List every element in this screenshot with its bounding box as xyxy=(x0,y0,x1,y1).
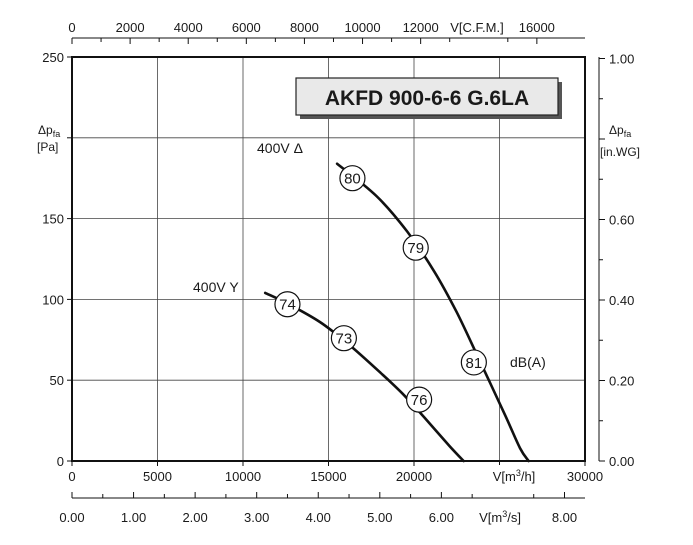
bottom-axis2-ticks: 0.00 1.00 2.00 3.00 4.00 5.00 6.00 8.00 xyxy=(59,492,577,525)
right-tick-label-2: 0.40 xyxy=(609,293,634,308)
series-line-0 xyxy=(335,162,530,463)
x-tick-label-1: 5000 xyxy=(143,469,172,484)
series-label-y: 400V Y xyxy=(193,279,239,295)
top-axis-label: V[C.F.M.] xyxy=(450,20,503,35)
bottom-axis2-label-b: /s] xyxy=(507,510,521,525)
bottom2-tick-label-5: 5.00 xyxy=(367,510,392,525)
y-tick-label-1: 50 xyxy=(50,373,64,388)
db-marker-circle-1-1 xyxy=(330,325,357,352)
y-tick-label-2: 100 xyxy=(42,292,64,307)
right-axis-ticks: 0.00 0.20 0.40 0.60 1.00 xyxy=(599,51,634,469)
db-marker-label-1-0: 74 xyxy=(279,297,296,314)
chart-title: AKFD 900-6-6 G.6LA xyxy=(325,87,529,110)
x-tick-label-6: 30000 xyxy=(567,469,603,484)
right-axis-unit: [in.WG] xyxy=(600,145,640,159)
right-tick-label-0: 0.00 xyxy=(609,454,634,469)
y-axis-ticks: 0 50 100 150 250 xyxy=(42,50,72,469)
db-marker-circle-0-2 xyxy=(460,349,487,376)
bottom2-tick-label-2: 2.00 xyxy=(182,510,207,525)
bottom2-tick-label-0: 0.00 xyxy=(59,510,84,525)
top-tick-label-2: 4000 xyxy=(174,20,203,35)
x-axis-label-sup: 3 xyxy=(516,468,521,478)
right-tick-label-5: 1.00 xyxy=(609,51,634,66)
bottom2-tick-label-3: 3.00 xyxy=(244,510,269,525)
bottom-axis2-label-a: V[m xyxy=(479,510,502,525)
x-axis-label: V[m3/h] xyxy=(493,468,536,484)
series-label-delta: 400V Δ xyxy=(257,140,303,156)
top-tick-label-6: 12000 xyxy=(403,20,439,35)
db-marker-label-0-1: 79 xyxy=(407,240,424,257)
x-axis-label-b: /h] xyxy=(521,469,535,484)
x-axis-label-bg xyxy=(473,465,555,485)
bottom2-tick-label-6: 6.00 xyxy=(429,510,454,525)
right-tick-label-3: 0.60 xyxy=(609,212,634,227)
top-tick-label-0: 0 xyxy=(68,20,75,35)
x-tick-label-4: 20000 xyxy=(396,469,432,484)
bottom2-tick-label-7: 8.00 xyxy=(552,510,577,525)
db-marker-label-0-0: 80 xyxy=(344,171,361,188)
top-tick-label-5: 10000 xyxy=(344,20,380,35)
y-tick-label-3: 150 xyxy=(42,212,64,227)
y-axis-label-sub: fa xyxy=(53,129,61,139)
db-marker-label-1-2: 76 xyxy=(411,392,428,409)
bottom-axis2-label: V[m3/s] xyxy=(479,509,521,525)
right-axis-label-main: Δp xyxy=(609,123,624,137)
db-marker-circle-0-1 xyxy=(402,234,429,261)
db-marker-circle-1-0 xyxy=(274,291,301,318)
model-box xyxy=(295,77,559,116)
db-marker-circle-1-2 xyxy=(406,386,433,413)
right-axis-label-sub: fa xyxy=(624,129,632,139)
top-axis-ticks: 0 2000 4000 6000 8000 10000 12000 16000 xyxy=(68,20,555,44)
grid-lines xyxy=(72,57,585,461)
top-tick-label-3: 6000 xyxy=(232,20,261,35)
right-axis-label: Δpfa xyxy=(609,123,631,139)
series-layer: 80 79 81 74 73 76 xyxy=(263,162,530,463)
x-tick-label-0: 0 xyxy=(68,469,75,484)
series-line-1 xyxy=(263,291,465,463)
db-annotation: dB(A) xyxy=(510,354,546,370)
db-marker-circle-0-0 xyxy=(339,165,366,192)
bottom2-tick-label-1: 1.00 xyxy=(121,510,146,525)
db-marker-label-1-1: 73 xyxy=(336,331,353,348)
top-tick-label-4: 8000 xyxy=(290,20,319,35)
x-tick-label-2: 10000 xyxy=(225,469,261,484)
y-axis-label: Δpfa xyxy=(38,123,60,139)
x-axis-label-a: V[m xyxy=(493,469,516,484)
top-tick-label-1: 2000 xyxy=(116,20,145,35)
bottom2-tick-label-4: 4.00 xyxy=(306,510,331,525)
bottom-axis2-label-sup: 3 xyxy=(502,509,507,519)
y-tick-label-0: 0 xyxy=(57,454,64,469)
y-axis-unit: [Pa] xyxy=(37,140,58,154)
y-axis-label-main: Δp xyxy=(38,123,53,137)
right-tick-label-1: 0.20 xyxy=(609,373,634,388)
top-tick-label-7: 16000 xyxy=(519,20,555,35)
db-marker-label-0-2: 81 xyxy=(466,355,483,372)
y-tick-label-5: 250 xyxy=(42,50,64,65)
x-tick-label-3: 15000 xyxy=(310,469,346,484)
